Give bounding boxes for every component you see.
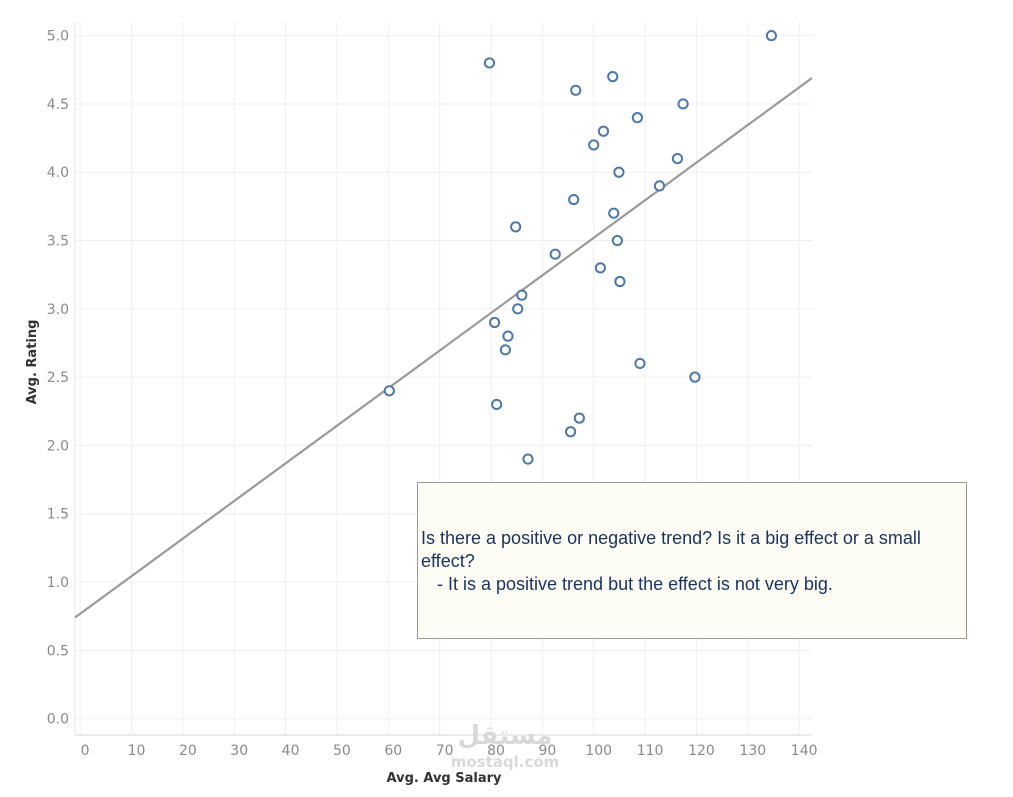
data-point [689,371,701,383]
y-tick-label: 4.5 [47,97,69,113]
data-point [549,248,561,260]
data-point [671,152,684,165]
x-tick-label: 110 [637,743,664,759]
annotation-box: Is there a positive or negative trend? I… [417,482,967,639]
data-point [491,398,503,411]
data-point [483,57,496,69]
data-point [765,30,778,42]
y-axis-title: Avg. Rating [25,320,40,405]
data-point [499,344,511,356]
data-point [597,125,610,137]
x-axis-tick-labels: 0 10 20 30 40 50 60 70 80 90 100 110 120 130 140 [81,743,818,759]
data-point [383,385,395,397]
x-tick-label: 10 [128,743,146,759]
x-tick-label: 120 [688,743,715,759]
x-tick-label: 90 [538,743,556,759]
x-axis-title: Avg. Avg Salary [387,771,503,786]
data-point [634,357,646,370]
data-point [677,98,689,110]
annotation-answer: - It is a positive trend but the effect … [437,574,833,594]
data-point [573,412,585,424]
y-tick-label: 1.5 [47,507,69,523]
x-tick-label: 60 [384,743,402,759]
data-point [608,207,620,219]
data-point [594,262,607,274]
y-tick-label: 2.0 [47,438,69,454]
x-tick-label: 0 [81,743,90,759]
x-tick-label: 100 [585,743,612,759]
x-tick-label: 80 [487,743,505,759]
trend-line-group [74,77,813,619]
x-tick-label: 30 [230,743,248,759]
data-point [502,330,514,342]
x-tick-label: 50 [333,743,351,759]
data-point [489,316,501,329]
x-tick-label: 70 [436,743,454,759]
y-tick-label: 0.5 [47,643,69,659]
y-tick-label: 3.5 [47,234,69,250]
data-point [512,303,524,315]
annotation-question: Is there a positive or negative trend? I… [421,528,921,571]
y-tick-label: 5.0 [47,29,69,45]
data-point [522,453,534,465]
data-point [611,234,623,247]
data-point [613,166,625,178]
data-point [510,221,522,233]
data-point [607,71,619,83]
data-point [631,112,643,124]
data-point [588,139,600,151]
y-axis-tick-labels: 0.0 0.5 1.0 1.5 2.0 2.5 3.0 3.5 4.0 4.5 5.0 [47,29,69,728]
data-point [516,289,528,301]
data-points [383,30,778,465]
data-point [653,180,666,192]
trend-line [74,77,813,619]
data-point [568,193,580,206]
y-gridlines [74,22,812,735]
x-tick-label: 130 [739,743,766,759]
y-tick-label: 4.0 [47,165,69,181]
x-tick-label: 140 [791,743,818,759]
data-point [570,84,582,96]
data-point [565,426,577,438]
y-tick-label: 3.0 [47,302,69,318]
x-tick-label: 20 [179,743,197,759]
y-tick-label: 1.0 [47,575,69,591]
data-point [614,275,626,288]
x-tick-label: 40 [282,743,300,759]
y-tick-label: 0.0 [47,712,69,728]
y-tick-label: 2.5 [47,370,69,386]
